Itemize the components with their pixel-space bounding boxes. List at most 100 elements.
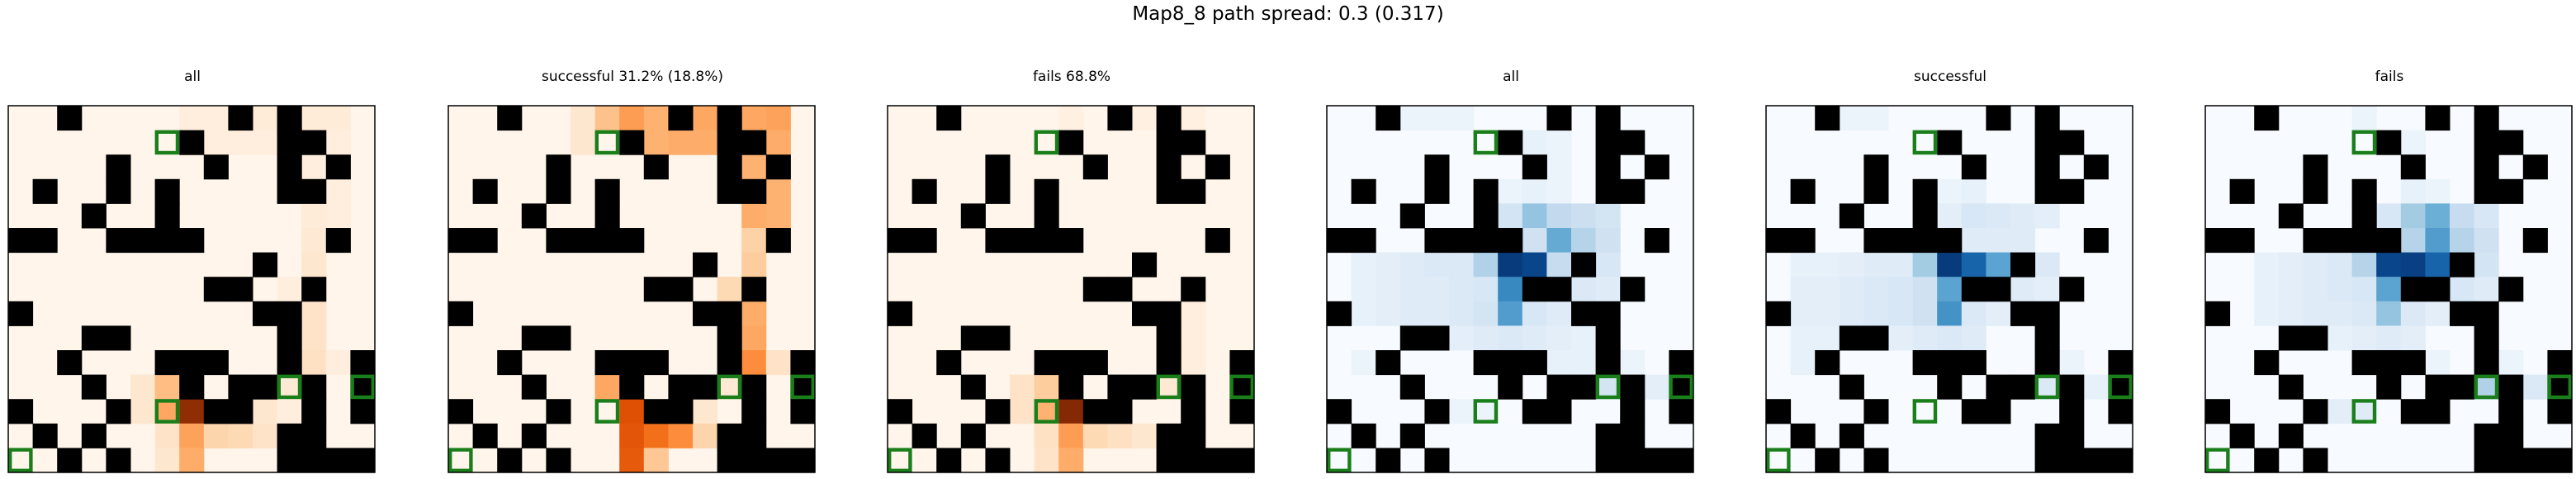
wall-cell	[277, 448, 302, 473]
wall-cell	[1644, 448, 1669, 473]
heatmap-cell	[693, 130, 718, 155]
wall-cell	[1839, 203, 1864, 229]
wall-cell	[2278, 423, 2304, 448]
wall-cell	[1546, 374, 1572, 400]
wall-cell	[301, 423, 327, 448]
heatmap-cell	[2254, 301, 2280, 326]
wall-cell	[1986, 277, 2011, 302]
wall-cell	[2010, 252, 2036, 277]
wall-cell	[203, 399, 229, 424]
heatmap-cell	[643, 448, 669, 473]
wall-cell	[1815, 350, 1840, 376]
wall-cell	[790, 350, 816, 376]
heatmap-cell	[1181, 301, 1206, 326]
wall-cell	[2278, 325, 2304, 351]
wall-cell	[472, 228, 498, 254]
heatmap-cell	[1351, 301, 1376, 326]
wall-cell	[497, 350, 523, 376]
wall-cell	[2205, 228, 2231, 254]
wall-cell	[1595, 448, 1621, 473]
heatmap-cell	[1376, 252, 1401, 277]
wall-cell	[1839, 325, 1864, 351]
wall-cell	[2351, 228, 2377, 254]
wall-cell	[1546, 399, 1572, 424]
heatmap-cell	[2351, 399, 2377, 424]
wall-cell	[1595, 325, 1621, 351]
axes-frame	[2204, 105, 2573, 473]
wall-cell	[301, 178, 327, 204]
goal-marker	[448, 448, 473, 472]
wall-cell	[888, 228, 913, 254]
wall-cell	[1107, 277, 1133, 302]
heatmap-cell	[2351, 277, 2377, 302]
wall-cell	[179, 228, 205, 254]
heatmap-cell	[2254, 252, 2280, 277]
heatmap-cell	[1912, 301, 1938, 326]
wall-cell	[2059, 277, 2085, 302]
panel-title-2: successful 31.2% (18.8%)	[541, 69, 724, 85]
heatmap-cell	[1449, 106, 1475, 131]
heatmap-cell	[571, 130, 596, 155]
wall-cell	[179, 130, 205, 155]
heatmap-cell	[1424, 106, 1450, 131]
wall-cell	[57, 448, 83, 473]
wall-cell	[2059, 423, 2085, 448]
heatmap-cell	[1424, 252, 1450, 277]
wall-cell	[1156, 448, 1181, 473]
heatmap-cell	[1522, 301, 1547, 326]
goal-marker	[1034, 399, 1059, 424]
heatmap-cell	[253, 130, 278, 155]
wall-cell	[2083, 448, 2109, 473]
wall-cell	[2498, 374, 2524, 400]
wall-cell	[1327, 399, 1352, 424]
heatmap-cell	[2400, 130, 2426, 155]
heatmap-cell	[2010, 203, 2036, 229]
heatmap-cell	[1399, 301, 1425, 326]
wall-cell	[693, 252, 718, 277]
wall-cell	[985, 178, 1011, 204]
wall-cell	[619, 228, 645, 254]
wall-cell	[717, 154, 742, 180]
heatmap-cell	[741, 106, 767, 131]
wall-cell	[741, 374, 767, 400]
wall-cell	[985, 448, 1011, 473]
wall-cell	[1205, 448, 1230, 473]
wall-cell	[1766, 228, 1792, 254]
heatmap-cell	[717, 277, 742, 302]
wall-cell	[2425, 399, 2451, 424]
wall-cell	[1546, 277, 1572, 302]
wall-cell	[741, 448, 767, 473]
wall-cell	[1082, 154, 1108, 180]
wall-cell	[277, 178, 302, 204]
heatmap-cell	[741, 350, 767, 376]
heatmap-cell	[1424, 301, 1450, 326]
wall-cell	[1058, 350, 1084, 376]
wall-cell	[1620, 374, 1646, 400]
heatmap-cell	[765, 106, 791, 131]
wall-cell	[2327, 228, 2353, 254]
goal-marker	[2351, 130, 2377, 155]
wall-cell	[1815, 448, 1840, 473]
wall-cell	[1790, 178, 1816, 204]
wall-cell	[1132, 374, 1158, 400]
wall-cell	[619, 130, 645, 155]
heatmap-cell	[228, 423, 253, 448]
goal-marker	[1034, 130, 1059, 155]
heatmap-cell	[2425, 178, 2451, 204]
wall-cell	[1498, 130, 1523, 155]
wall-cell	[643, 154, 669, 180]
heatmap-cell	[1937, 252, 1963, 277]
wall-cell	[106, 154, 131, 180]
heatmap-cell	[1595, 277, 1621, 302]
heatmap-cell	[643, 106, 669, 131]
wall-cell	[2450, 301, 2475, 326]
wall-cell	[1156, 178, 1181, 204]
wall-cell	[2108, 374, 2133, 400]
heatmap-cell	[2425, 350, 2451, 376]
wall-cell	[693, 301, 718, 326]
wall-cell	[1034, 228, 1059, 254]
wall-cell	[960, 374, 986, 400]
wall-cell	[985, 325, 1011, 351]
heatmap-cell	[1498, 203, 1523, 229]
wall-cell	[1082, 399, 1108, 424]
